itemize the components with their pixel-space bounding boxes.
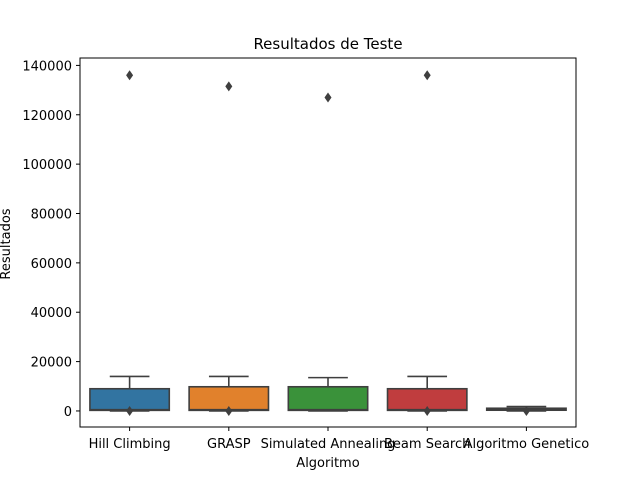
box-0: [89, 70, 171, 416]
outlier-point: [423, 70, 431, 81]
outlier-point: [126, 70, 134, 81]
y-tick-label: 20000: [31, 356, 72, 371]
x-axis-title: Algoritmo: [296, 456, 359, 471]
outlier-point: [225, 81, 233, 92]
x-tick-label: Hill Climbing: [89, 437, 171, 452]
plot-area: [89, 70, 567, 416]
box-2: [287, 92, 369, 412]
y-tick-label: 80000: [31, 207, 72, 222]
outlier-point: [423, 405, 431, 416]
x-tick-label: Beam Search: [384, 437, 470, 452]
x-tick-label: Simulated Annealing: [261, 437, 396, 452]
y-tick-label: 140000: [22, 59, 72, 74]
outlier-point: [324, 92, 332, 103]
x-tick-label: GRASP: [207, 437, 251, 452]
box-body: [287, 385, 369, 412]
chart-title: Resultados de Teste: [253, 35, 402, 53]
y-tick-label: 100000: [22, 158, 72, 173]
plot-frame: [79, 57, 577, 428]
y-tick-label: 60000: [31, 257, 72, 272]
x-axis: Hill Climbing GRASP Simulated AnnealingBea…: [89, 427, 590, 452]
y-tick-label: 40000: [31, 306, 72, 321]
x-tick-label: Algoritmo Genetico: [464, 437, 590, 452]
box-4: [485, 405, 567, 416]
outlier-point: [126, 405, 134, 416]
outlier-point: [225, 405, 233, 416]
outlier-point: [522, 405, 530, 416]
box-1: [188, 81, 270, 416]
y-tick-label: 120000: [22, 109, 72, 124]
y-axis: 0 20000 40000 60000 80000 100000 120000 140000: [22, 59, 80, 420]
y-tick-label: 0: [64, 405, 72, 420]
box-3: [386, 70, 468, 416]
y-axis-title: Resultados: [0, 208, 14, 279]
